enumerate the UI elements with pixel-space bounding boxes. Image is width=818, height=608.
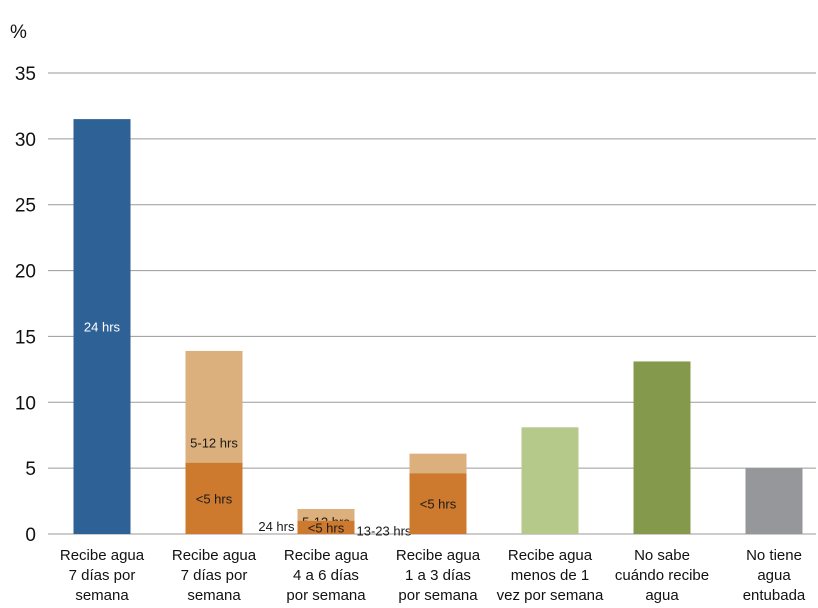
- category-label-line: No tiene: [746, 547, 802, 564]
- bar-segment-label: 24 hrs: [258, 519, 295, 534]
- category-label-line: cuándo recibe: [615, 567, 709, 584]
- category-label: Recibe agua 7 días por semana: [172, 547, 257, 604]
- category-label-line: semana: [75, 587, 129, 604]
- y-tick-label: 30: [15, 130, 36, 151]
- y-tick-label: 35: [15, 64, 36, 85]
- bar-segment: [521, 427, 579, 534]
- category-label-line: Recibe agua: [172, 547, 257, 564]
- y-axis-ticks: 0 5 10 15 20 25 30 35: [15, 64, 36, 546]
- bar-segment: [185, 462, 243, 534]
- y-tick-label: 15: [15, 327, 36, 348]
- bar-segment: [409, 473, 467, 534]
- category-label-line: Recibe agua: [60, 547, 145, 564]
- y-tick-label: 25: [15, 196, 36, 217]
- category-label: Recibe agua menos de 1 vez por semana: [497, 547, 604, 604]
- bar-stack: 24 hrs: [73, 119, 131, 534]
- category-label: No sabe cuándo recibe agua: [615, 547, 709, 604]
- bar-segment-label: 13-23 hrs: [357, 523, 412, 538]
- bar-segment-label: <5 hrs: [196, 491, 233, 506]
- bar-segment-label: <5 hrs: [308, 520, 345, 535]
- category-label-line: 1 a 3 días: [405, 567, 471, 584]
- category-label-line: Recibe agua: [284, 547, 369, 564]
- category-label-line: 7 días por: [181, 567, 248, 584]
- category-label-line: semana: [187, 587, 241, 604]
- y-tick-label: 5: [25, 459, 36, 480]
- category-label-line: agua: [645, 587, 679, 604]
- category-label: No tiene agua entubada: [743, 547, 806, 604]
- bar-segment: [633, 361, 691, 534]
- category-label-line: Recibe agua: [396, 547, 481, 564]
- bar-segment: [297, 520, 355, 534]
- bar-segment: [73, 119, 131, 534]
- bar-segment-label: <5 hrs: [420, 497, 457, 512]
- bar-segment-label: 24 hrs: [84, 320, 121, 335]
- bar-stack: [633, 361, 691, 534]
- category-label-line: 7 días por: [69, 567, 136, 584]
- category-label-line: entubada: [743, 587, 806, 604]
- category-label: Recibe agua 4 a 6 días por semana: [284, 547, 369, 604]
- bar-segment-label: 5-12 hrs: [190, 435, 238, 450]
- category-label-line: No sabe: [634, 547, 690, 564]
- bar-stack: [745, 468, 803, 534]
- category-label-line: menos de 1: [511, 567, 589, 584]
- gridlines: [48, 72, 816, 535]
- category-label-line: Recibe agua: [508, 547, 593, 564]
- y-tick-label: 10: [15, 393, 36, 414]
- category-label-line: 4 a 6 días: [293, 567, 359, 584]
- category-labels: Recibe agua 7 días por semana Recibe agua 7 …: [60, 547, 806, 604]
- category-label-line: agua: [757, 567, 791, 584]
- category-label-line: vez por semana: [497, 587, 604, 604]
- y-tick-label: 20: [15, 262, 36, 283]
- category-label-line: por semana: [398, 587, 478, 604]
- y-tick-label: 0: [25, 525, 36, 546]
- bar-segment: [745, 468, 803, 534]
- bar-stack: [521, 427, 579, 534]
- category-label: Recibe agua 1 a 3 días por semana: [396, 547, 481, 604]
- category-label: Recibe agua 7 días por semana: [60, 547, 145, 604]
- category-label-line: por semana: [286, 587, 366, 604]
- y-axis-unit-label: %: [10, 22, 27, 43]
